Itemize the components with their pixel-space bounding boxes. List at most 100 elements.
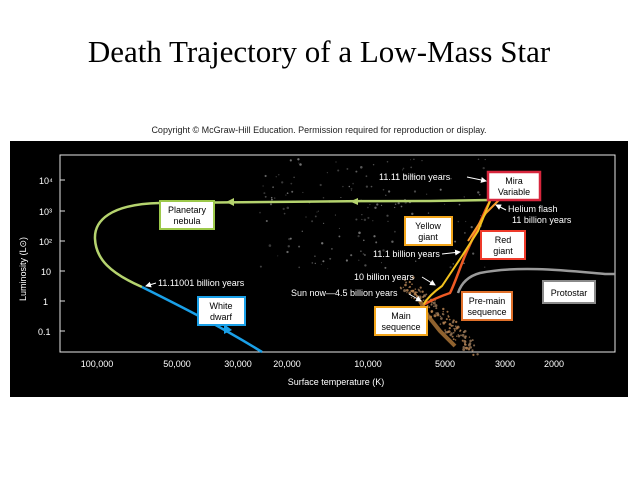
background-star [281,181,284,184]
background-star [269,203,273,206]
background-star [263,192,266,195]
main-sequence-star [452,338,455,341]
main-sequence-star [456,325,460,329]
background-star [411,254,413,256]
background-star [338,235,341,238]
planetary-nebula-track [93,198,491,289]
background-star [311,220,314,223]
y-tick-label: 0.1 [38,327,51,337]
white-dwarf-age-label: 11.11001 billion years [158,278,245,288]
main-sequence-star [400,287,403,290]
main-sequence-star [439,315,442,318]
background-star [384,266,387,269]
background-star [274,197,276,199]
background-star [326,172,328,174]
main-sequence-star [422,299,425,302]
main-sequence-star [446,310,449,313]
background-star [387,220,389,222]
main-sequence-star [452,331,455,334]
background-star [264,174,267,178]
protostar-track [456,267,615,294]
x-tick-label: 30,000 [224,359,252,369]
main-sequence-star [471,339,474,342]
main-sequence-star [405,281,408,284]
background-star [482,166,485,170]
background-star [345,259,348,262]
main-sequence-star [476,353,479,356]
main-sequence-star [402,286,404,288]
main-sequence-star [408,280,411,284]
main-sequence-star [453,328,456,331]
background-star [264,195,267,198]
main-sequence-star [455,320,458,324]
main-sequence-star [468,336,471,338]
background-star [297,158,300,161]
background-star [298,162,300,164]
background-star [400,205,403,208]
main-sequence-star [450,324,453,327]
main-sequence-star [405,289,409,292]
hr-diagram: Luminosity (L⊙) 10⁴ 10³ 10² 10 1 0.1 100… [10,141,628,397]
background-star [340,196,342,199]
background-star [463,262,465,265]
background-star [299,163,302,166]
x-tick-label: 20,000 [273,359,301,369]
background-star [410,166,413,169]
background-star [293,176,295,179]
main-sequence-star [442,307,445,311]
background-star [322,222,325,225]
background-star [423,254,425,256]
y-axis-title: Luminosity (L⊙) [18,237,28,301]
main-sequence-star [467,348,471,351]
x-tick-label: 100,000 [81,359,114,369]
main-sequence-star [451,321,455,324]
background-star [360,250,362,253]
main-sequence-star [410,290,412,292]
main-sequence-star [436,312,439,315]
background-star [404,173,407,177]
background-star [372,163,375,166]
background-star [322,197,325,199]
background-star [397,202,400,205]
main-sequence-star [459,330,461,332]
main-sequence-star [435,312,437,314]
background-star [415,260,417,262]
box-label: Pre-main [469,296,506,306]
main-sequence-star [456,335,458,337]
background-star [413,190,417,193]
main-sequence-star [444,330,448,334]
main-sequence-star [449,333,453,337]
x-tick-label: 2000 [544,359,564,369]
main-sequence-star [461,339,464,342]
main-sequence-star [415,293,417,296]
pre-main-sequence-box: Pre-main sequence [461,291,513,321]
background-star [285,194,287,196]
main-sequence-star [452,319,455,322]
main-sequence-star [413,297,416,300]
plot-frame [59,154,616,353]
main-sequence-star [462,330,466,334]
background-star [380,204,383,206]
main-sequence-star [469,346,472,349]
box-label: Mira [505,176,523,186]
main-sequence-star [406,291,408,294]
background-star [449,266,452,269]
main-sequence-star [403,278,407,282]
mira-variable-box: Mira Variable [486,170,542,202]
box-label: White [209,301,232,311]
background-star [291,190,294,193]
main-sequence-star [445,318,448,321]
main-sequence-star [432,301,436,305]
background-star [454,240,457,243]
background-star [427,212,430,214]
background-star [346,167,349,170]
background-star [314,262,316,265]
background-star [327,268,329,270]
background-star [426,193,428,195]
main-sequence-star [414,288,417,290]
background-star [373,235,376,238]
red-giant-track [422,200,492,307]
background-star [316,211,318,213]
box-label: Planetary [168,205,207,215]
main-sequence-star [418,289,421,292]
